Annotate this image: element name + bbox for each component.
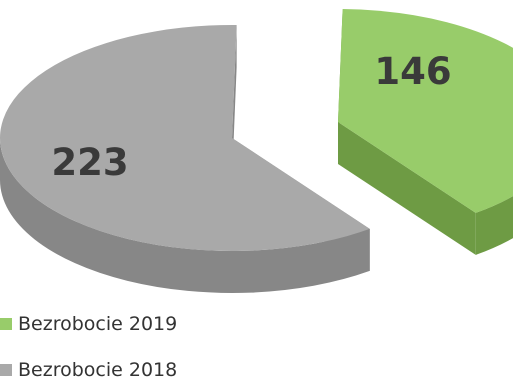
data-label-2019: 146 <box>374 50 451 93</box>
legend-swatch-2019 <box>0 318 12 330</box>
legend-swatch-2018 <box>0 364 12 376</box>
legend-item-2018: Bezrobocie 2018 <box>0 358 177 382</box>
legend-item-2019: Bezrobocie 2019 <box>0 312 177 336</box>
pie-chart: 146 223 <box>0 9 513 293</box>
legend-label-2019: Bezrobocie 2019 <box>18 313 178 335</box>
pie-slice-2019 <box>338 9 513 255</box>
pie-slice-2018 <box>0 25 370 293</box>
legend: Bezrobocie 2019 Bezrobocie 2018 <box>0 312 177 388</box>
legend-label-2018: Bezrobocie 2018 <box>18 359 178 381</box>
data-label-2018: 223 <box>51 141 128 184</box>
